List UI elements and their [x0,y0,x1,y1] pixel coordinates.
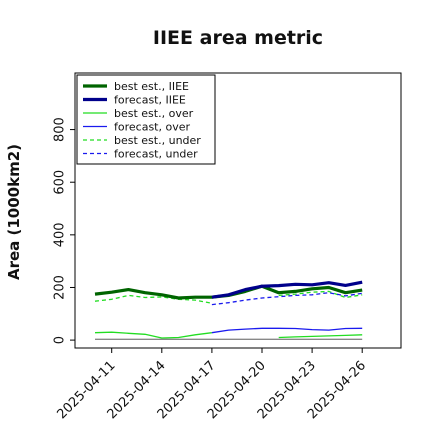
y-tick-label: 600 [53,170,68,195]
y-tick-label: 200 [53,275,68,300]
legend-label: forecast, under [114,148,198,161]
series-line-best-est-over [278,334,363,339]
series-line-best-est-under [94,294,213,304]
chart-title: IIEE area metric [153,27,323,49]
y-tick-label: 400 [53,222,68,247]
y-axis: 0 200 400 600 800 [53,117,75,344]
series-line-forecast-under [211,292,363,306]
legend-label: best est., under [114,134,201,147]
legend-label: forecast, IIEE [114,94,186,107]
legend-label: forecast, over [114,121,190,134]
series-line-forecast-iiee [211,280,363,299]
series-line-best-est-over [94,331,212,339]
series-line-best-est-under [278,290,363,299]
y-tick-label: 0 [53,336,68,344]
legend-label: best est., IIEE [114,80,189,93]
y-axis-label: Area (1000km2) [5,144,23,280]
x-axis: 2025-04-112025-04-142025-04-172025-04-20… [54,348,369,422]
legend-label: best est., over [114,107,194,120]
series-line-forecast-over [211,327,363,334]
plot-area-frame [74,72,402,349]
legend-box [76,74,216,165]
series-lines [94,280,363,340]
y-tick-label: 800 [53,117,68,142]
